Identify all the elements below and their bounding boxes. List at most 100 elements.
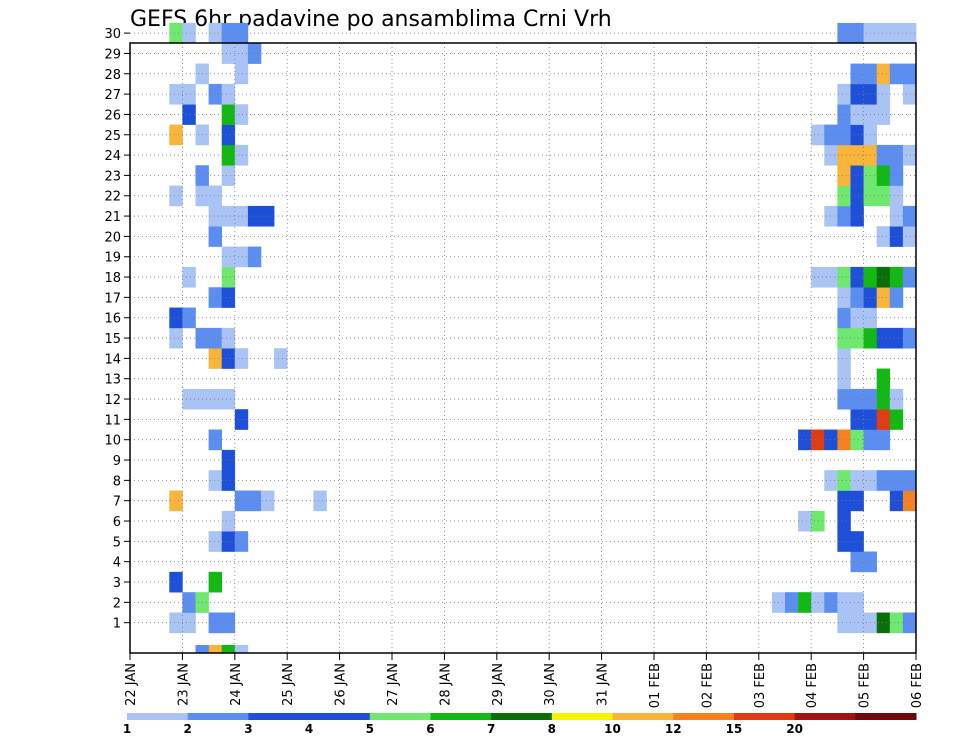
heatmap-cell [182, 266, 196, 288]
y-tick-label: 14 [104, 352, 121, 367]
heatmap-cell [850, 490, 864, 512]
heatmap-cell [876, 226, 891, 247]
colorbar-swatch [369, 713, 431, 720]
y-tick-label: 27 [104, 88, 121, 103]
heatmap-cell [234, 645, 249, 654]
heatmap-cell [889, 226, 904, 247]
heatmap-cell [889, 22, 904, 44]
heatmap-cell [837, 144, 851, 166]
x-tick-label: 23 JAN [176, 663, 191, 706]
heatmap-cell [221, 348, 236, 369]
heatmap-cell [208, 388, 222, 410]
heatmap-cell [208, 470, 222, 491]
heatmap-cell [902, 83, 917, 105]
heatmap-cell [785, 592, 799, 613]
heatmap-cell [837, 124, 851, 146]
colorbar-swatch [430, 713, 492, 720]
heatmap-cell [169, 124, 183, 146]
y-tick-label: 12 [104, 393, 121, 408]
colorbar: 1 2 3 4 5 6 7 8 10 12 15 20 [123, 713, 917, 736]
heatmap-cell [850, 83, 864, 105]
heatmap-cell [837, 327, 851, 349]
colorbar-swatch [491, 713, 553, 720]
heatmap-cell [850, 307, 864, 329]
heatmap-cell [837, 83, 851, 105]
heatmap-cell [902, 144, 917, 166]
x-tick-label: 02 FEB [700, 663, 715, 708]
heatmap-cell [889, 287, 904, 308]
heatmap-cell [876, 470, 891, 491]
heatmap-cell [889, 266, 904, 288]
heatmap-cell [798, 429, 812, 451]
heatmap-cell [234, 205, 249, 227]
colorbar-label: 4 [305, 722, 313, 736]
colorbar-swatch [248, 713, 310, 720]
y-tick-label: 25 [104, 129, 121, 144]
heatmap-cell [221, 124, 236, 146]
heatmap-cell [208, 205, 222, 227]
heatmap-cell [850, 551, 864, 573]
heatmap-cell [876, 612, 891, 634]
x-axis: 22 JAN 23 JAN 24 JAN 25 JAN 26 JAN 27 JAN 28 J… [124, 653, 925, 708]
heatmap-cell [221, 266, 236, 288]
heatmap-cell [208, 645, 222, 654]
heatmap-cell [274, 348, 288, 369]
heatmap-cell [798, 510, 812, 532]
y-tick-label: 1 [113, 617, 121, 632]
heatmap-cell [208, 185, 222, 207]
grid-layer [130, 32, 916, 653]
x-tick-label: 28 JAN [438, 663, 453, 706]
x-tick-label: 27 JAN [386, 663, 401, 706]
x-tick-label: 31 JAN [596, 663, 611, 706]
heatmap-cell [182, 83, 196, 105]
heatmap-cell [182, 104, 196, 125]
heatmap-cell [837, 470, 851, 491]
heatmap-cell [876, 429, 891, 451]
heatmap-cell [208, 226, 222, 247]
x-tick-label: 26 JAN [334, 663, 349, 706]
heatmap-cell [902, 266, 917, 288]
heatmap-cell [889, 185, 904, 207]
y-tick-label: 21 [104, 210, 121, 225]
heatmap-cell [876, 104, 891, 125]
y-tick-label: 6 [113, 515, 121, 530]
heatmap-cell [182, 612, 196, 634]
heatmap-cell [837, 429, 851, 451]
heatmap-cell [234, 409, 249, 430]
heatmap-cell [876, 22, 891, 44]
colorbar-swatch [855, 713, 917, 720]
heatmap-cell [221, 531, 236, 552]
heatmap-cell [876, 185, 891, 207]
heatmap-cell [889, 63, 904, 85]
heatmap-cell [221, 612, 236, 634]
heatmap-cell [811, 266, 825, 288]
heatmap-cell [221, 144, 236, 166]
heatmap-cell [234, 22, 249, 44]
colorbar-label: 5 [366, 722, 374, 736]
heatmap-cell [889, 470, 904, 491]
heatmap-cell [234, 490, 249, 512]
heatmap-cell [876, 165, 891, 186]
heatmap-cell [811, 510, 825, 532]
y-tick-label: 20 [104, 230, 121, 245]
y-tick-label: 17 [104, 291, 121, 306]
heatmap-cell [837, 348, 851, 369]
heatmap-cell [208, 348, 222, 369]
heatmap-cell [889, 388, 904, 410]
heatmap-cell [850, 63, 864, 85]
heatmap-cell [169, 327, 183, 349]
colorbar-label: 3 [244, 722, 252, 736]
heatmap-cell [850, 592, 864, 613]
heatmap-cell [234, 144, 249, 166]
heatmap-cell [837, 266, 851, 288]
heatmap-cell [313, 490, 327, 512]
heatmap-cell [837, 287, 851, 308]
heatmap-cell [837, 104, 851, 125]
heatmap-cell [850, 429, 864, 451]
heatmap-cell [208, 287, 222, 308]
heatmap-cell [234, 43, 249, 64]
cells-layer [169, 22, 917, 654]
y-tick-label: 15 [104, 332, 121, 347]
heatmap-cell [902, 612, 917, 634]
x-tick-label: 29 JAN [491, 663, 506, 706]
